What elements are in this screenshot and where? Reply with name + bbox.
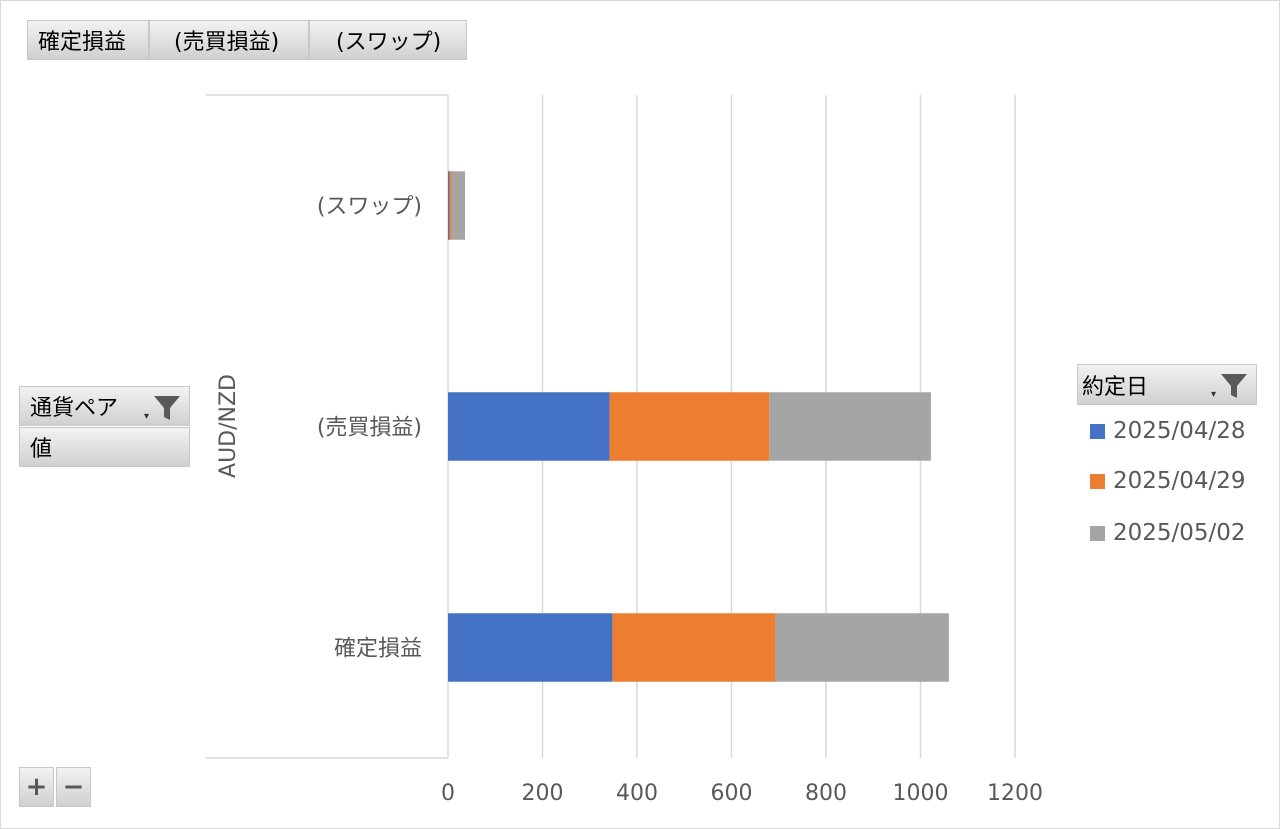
row-field-label: 通貨ペア — [30, 396, 119, 421]
bar-segment — [448, 392, 610, 461]
x-tick-label: 1000 — [893, 781, 949, 806]
legend-label: 2025/04/28 — [1113, 418, 1246, 444]
minus-icon: − — [62, 772, 85, 802]
bar-segment — [449, 171, 452, 240]
legend-swatch — [1090, 473, 1105, 489]
filter-button-label: (スワップ) — [336, 30, 442, 55]
group-label: AUD/NZD — [216, 374, 241, 478]
x-tick-label: 800 — [805, 781, 847, 806]
x-tick-label: 600 — [711, 781, 753, 806]
dropdown-arrow-icon: ▾ — [143, 411, 149, 422]
legend-field-label: 約定日 — [1082, 374, 1149, 400]
legend-item: 2025/04/29 — [1090, 468, 1246, 494]
category-label: (売買損益) — [317, 416, 422, 441]
legend-label: 2025/04/29 — [1113, 468, 1246, 494]
category-label: 確定損益 — [334, 637, 422, 662]
plus-icon: + — [25, 772, 48, 802]
legend-field-trade-date[interactable]: 約定日 ▾ — [1077, 364, 1257, 405]
x-tick-label: 400 — [616, 781, 658, 806]
x-tick-label: 0 — [441, 781, 455, 806]
legend-item: 2025/04/28 — [1090, 418, 1246, 444]
dropdown-arrow-icon: ▾ — [1210, 389, 1216, 400]
row-field-currency-pair[interactable]: 通貨ペア ▾ — [19, 386, 190, 426]
collapse-button[interactable]: − — [56, 767, 91, 807]
filter-button-swap[interactable]: (スワップ) — [309, 20, 467, 60]
legend-swatch — [1090, 525, 1105, 541]
legend-swatch — [1090, 423, 1105, 439]
bar-segment — [609, 392, 770, 461]
expand-button[interactable]: + — [19, 767, 54, 807]
bar-segment — [451, 171, 466, 240]
legend-label: 2025/05/02 — [1113, 520, 1246, 546]
filter-icon[interactable] — [1220, 373, 1248, 399]
row-field-label: 値 — [30, 437, 53, 462]
legend-item: 2025/05/02 — [1090, 520, 1246, 546]
bar-segment — [448, 171, 450, 240]
filter-icon[interactable] — [153, 395, 181, 421]
bar-segment — [769, 392, 931, 461]
filter-button-label: (売買損益) — [174, 30, 280, 55]
bar-segment — [775, 613, 949, 682]
filter-button-label: 確定損益 — [38, 30, 127, 55]
bar-segment — [448, 613, 613, 682]
filter-button-realized-pl[interactable]: 確定損益 — [27, 20, 149, 60]
bar-segment — [612, 613, 776, 682]
filter-button-trading-pl[interactable]: (売買損益) — [149, 20, 309, 60]
row-field-value[interactable]: 値 — [19, 427, 190, 467]
x-tick-label: 200 — [522, 781, 564, 806]
x-tick-label: 1200 — [987, 781, 1043, 806]
category-label: (スワップ) — [317, 195, 422, 220]
